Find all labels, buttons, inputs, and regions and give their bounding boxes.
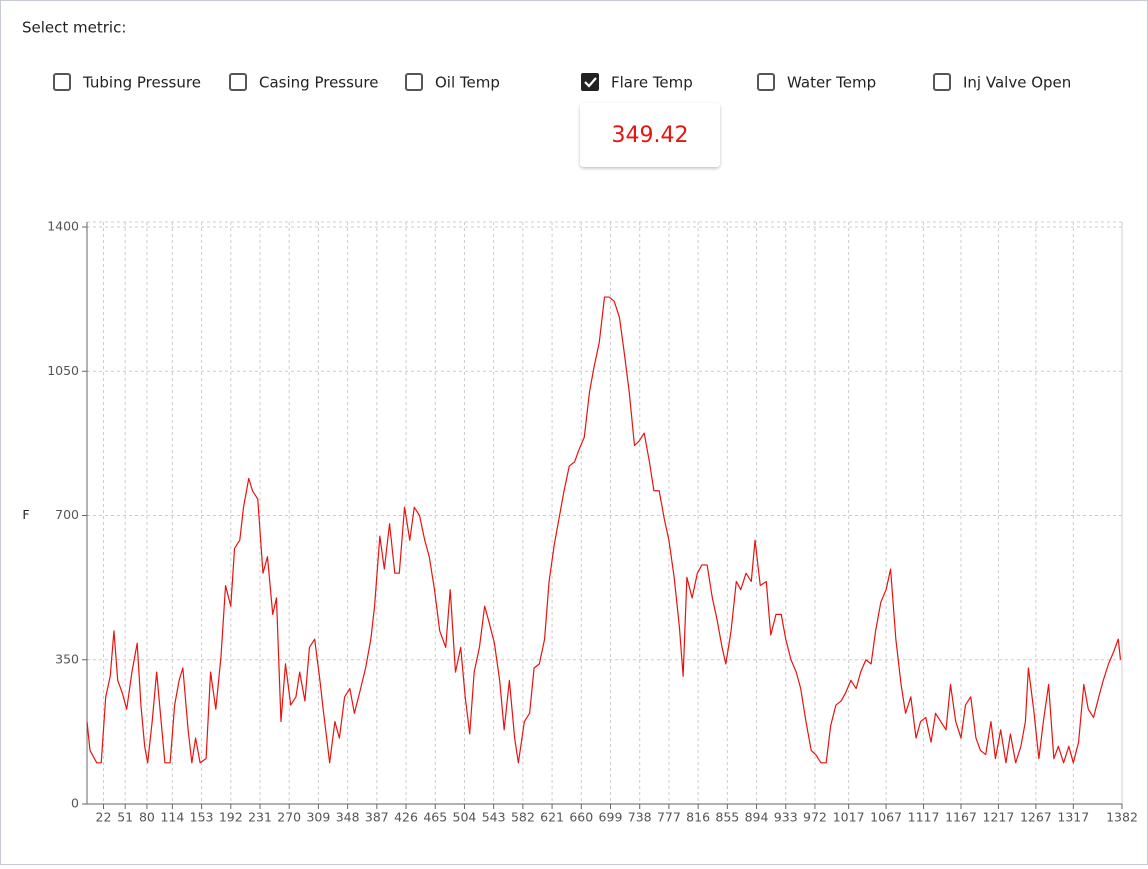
x-tick-label: 699 xyxy=(599,810,623,825)
check-mark xyxy=(584,77,597,88)
metric-checkbox[interactable]: Flare Temp xyxy=(581,73,693,92)
x-tick-label: 309 xyxy=(306,810,330,825)
y-tick-label: 700 xyxy=(55,507,79,522)
value-card xyxy=(580,103,720,167)
y-tick-label: 350 xyxy=(55,651,79,666)
metric-list: Tubing Pressure Casing Pressure Oil Temp Fl… xyxy=(53,73,1071,92)
x-tick-label: 270 xyxy=(277,810,301,825)
x-tick-label: 543 xyxy=(482,810,506,825)
metric-label[interactable]: Flare Temp xyxy=(611,74,693,92)
y-tick-label: 0 xyxy=(71,796,79,811)
metric-label[interactable]: Water Temp xyxy=(787,74,876,92)
x-tick-label: 1317 xyxy=(1057,810,1089,825)
x-tick-label: 972 xyxy=(803,810,827,825)
metric-label[interactable]: Tubing Pressure xyxy=(82,74,201,92)
x-tick-label: 1067 xyxy=(870,810,902,825)
x-tick-label: 114 xyxy=(160,810,184,825)
x-tick-label: 738 xyxy=(628,810,652,825)
y-tick-label: 1050 xyxy=(47,363,79,378)
x-tick-label: 1017 xyxy=(833,810,865,825)
metric-checkbox[interactable]: Tubing Pressure xyxy=(53,73,201,92)
x-tick-label: 231 xyxy=(248,810,272,825)
x-tick-label: 1217 xyxy=(983,810,1015,825)
x-tick-label: 426 xyxy=(394,810,418,825)
x-tick-label: 660 xyxy=(569,810,593,825)
metric-checkbox[interactable]: Casing Pressure xyxy=(229,73,379,92)
x-tick-label: 1382 xyxy=(1106,810,1138,825)
prompt: Select metric: xyxy=(22,19,126,37)
x-tick-label: 51 xyxy=(117,810,133,825)
checkbox[interactable] xyxy=(229,73,247,91)
x-tick-label: 22 xyxy=(96,810,112,825)
metric-checkbox[interactable]: Water Temp xyxy=(757,73,876,92)
data-line xyxy=(86,296,1122,764)
x-tick-label: 387 xyxy=(365,810,389,825)
x-tick-label: 80 xyxy=(139,810,155,825)
metric-label[interactable]: Inj Valve Open xyxy=(963,74,1071,92)
metric-label[interactable]: Oil Temp xyxy=(435,74,500,92)
x-tick-label: 348 xyxy=(336,810,360,825)
checkbox[interactable] xyxy=(581,73,599,91)
metric-checkbox[interactable]: Oil Temp xyxy=(405,73,500,92)
x-tick-label: 855 xyxy=(715,810,739,825)
x-tick-label: 582 xyxy=(511,810,535,825)
x-tick-label: 621 xyxy=(540,810,564,825)
checkbox[interactable] xyxy=(757,73,775,91)
x-tick-label: 816 xyxy=(686,810,710,825)
y-tick-label: 1400 xyxy=(47,219,79,234)
x-tick-label: 1267 xyxy=(1020,810,1052,825)
x-tick-label: 504 xyxy=(453,810,477,825)
x-tick-label: 894 xyxy=(745,810,769,825)
x-tick-label: 933 xyxy=(774,810,798,825)
metric-label[interactable]: Casing Pressure xyxy=(259,74,379,92)
checkbox[interactable] xyxy=(405,73,423,91)
x-tick-label: 1117 xyxy=(908,810,940,825)
x-tick-label: 777 xyxy=(657,810,681,825)
chart: 0 350 700 1050 1400 22 51 80 114 153 192 231 270 309 3… xyxy=(22,219,1138,825)
x-tick-label: 465 xyxy=(423,810,447,825)
x-tick-label: 192 xyxy=(219,810,243,825)
checkbox[interactable] xyxy=(53,73,71,91)
x-tick-label: 153 xyxy=(190,810,214,825)
metric-checkbox[interactable]: Inj Valve Open xyxy=(933,73,1071,92)
checkbox[interactable] xyxy=(933,73,951,91)
x-tick-label: 1167 xyxy=(945,810,977,825)
y-axis-label: F xyxy=(22,507,29,522)
current-value: 349.42 xyxy=(612,123,689,148)
